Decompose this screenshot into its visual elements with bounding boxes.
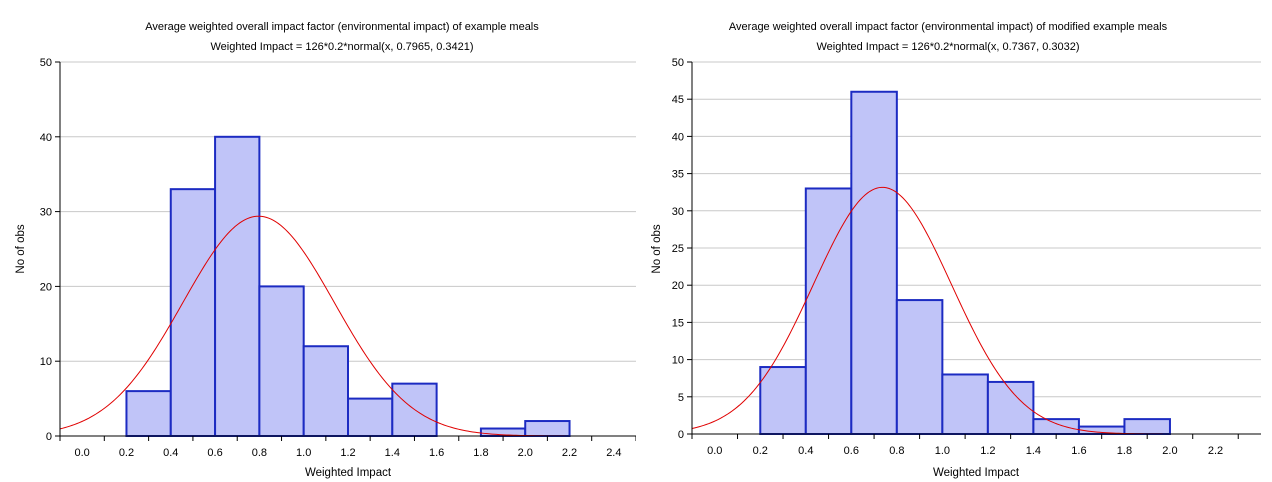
histogram-bar: [169, 188, 217, 437]
plot-area: 0 5 10 15 20 25 30 35 40 45 50 0.0 0.2 0.4 0.6 0.8 1.0 1.…: [672, 57, 1261, 457]
x-tick-label: 1.2: [980, 445, 995, 457]
histogram-bar: [1123, 418, 1171, 435]
y-axis-label: No of obs: [15, 224, 27, 273]
y-tick-label: 20: [672, 280, 684, 292]
chart-subtitle: Weighted Impact = 126*0.2*normal(x, 0.79…: [210, 41, 473, 53]
x-tick-label: 0.8: [252, 447, 267, 459]
y-tick-label: 10: [672, 355, 684, 367]
y-tick-label: 0: [678, 429, 684, 441]
y-tick-label: 50: [40, 57, 52, 69]
plot-area: 0 10 20 30 40 50 0.0 0.2 0.4 0.6 0.8 1.0 1.2 1.4 1.6 1.…: [40, 57, 636, 459]
histogram-chart-original: Average weighted overall impact factor (…: [15, 21, 636, 479]
x-tick-label: 2.4: [606, 447, 621, 459]
histogram-bar: [804, 187, 853, 435]
x-tick-label: 0.6: [844, 445, 859, 457]
chart-title: Average weighted overall impact factor (…: [145, 21, 539, 33]
x-tick-label: 0.0: [707, 445, 722, 457]
histogram-bar: [214, 135, 261, 438]
chart-title: Average weighted overall impact factor (…: [729, 21, 1168, 33]
histogram-bar: [258, 285, 305, 437]
histogram-bar: [347, 397, 394, 438]
y-axis-label: No of obs: [651, 224, 663, 273]
histogram-bar: [302, 345, 350, 437]
x-tick-label: 0.4: [798, 445, 813, 457]
x-tick-label: 0.0: [75, 447, 90, 459]
x-tick-label: 1.2: [340, 447, 355, 459]
x-tick-label: 1.6: [429, 447, 444, 459]
histogram-bar: [125, 390, 172, 437]
x-tick-label: 0.6: [207, 447, 222, 459]
y-tick-label: 10: [40, 356, 52, 368]
histogram-bar: [941, 373, 989, 436]
y-tick-label: 40: [672, 131, 684, 143]
y-tick-label: 15: [672, 317, 684, 329]
histogram-bar: [759, 366, 807, 436]
y-tick-label: 40: [40, 132, 52, 144]
x-tick-label: 2.0: [1162, 445, 1177, 457]
y-tick-label: 25: [672, 243, 684, 255]
chart-subtitle: Weighted Impact = 126*0.2*normal(x, 0.73…: [816, 41, 1079, 53]
y-tick-label: 45: [672, 94, 684, 106]
x-axis-label: Weighted Impact: [305, 467, 392, 479]
x-tick-label: 0.8: [889, 445, 904, 457]
y-tick-label: 30: [672, 206, 684, 218]
x-tick-label: 1.8: [1117, 445, 1132, 457]
histogram-bar: [850, 90, 898, 435]
x-tick-label: 1.6: [1071, 445, 1086, 457]
histogram-bar: [524, 420, 571, 438]
x-tick-label: 2.2: [562, 447, 577, 459]
x-tick-label: 1.4: [1026, 445, 1041, 457]
x-tick-label: 1.0: [296, 447, 311, 459]
histogram-bar: [895, 299, 944, 435]
histogram-chart-modified: Average weighted overall impact factor (…: [651, 21, 1261, 479]
x-tick-label: 1.4: [385, 447, 400, 459]
x-tick-label: 0.4: [163, 447, 178, 459]
x-axis-label: Weighted Impact: [933, 467, 1020, 479]
y-tick-label: 5: [678, 392, 684, 404]
x-tick-label: 0.2: [119, 447, 134, 459]
x-tick-label: 1.8: [473, 447, 488, 459]
y-tick-label: 35: [672, 169, 684, 181]
x-tick-label: 2.0: [518, 447, 533, 459]
y-tick-label: 30: [40, 207, 52, 219]
x-tick-label: 1.0: [935, 445, 950, 457]
y-tick-label: 50: [672, 57, 684, 69]
histogram-bar: [1032, 418, 1080, 435]
y-tick-label: 20: [40, 281, 52, 293]
x-tick-label: 0.2: [753, 445, 768, 457]
y-tick-label: 0: [46, 431, 52, 443]
x-tick-label: 2.2: [1208, 445, 1223, 457]
